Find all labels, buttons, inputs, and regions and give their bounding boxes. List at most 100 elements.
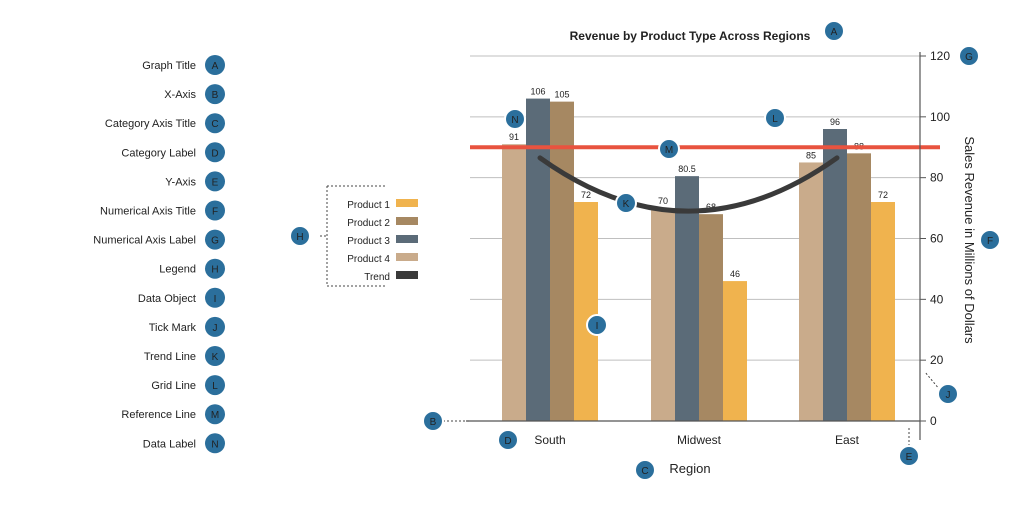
key-badge-letter: E xyxy=(212,177,219,188)
trend-line-group xyxy=(537,155,840,214)
legend-swatch xyxy=(396,253,418,261)
legend-entry: Product 4 xyxy=(347,254,390,265)
bar xyxy=(847,153,871,422)
key-label: Category Axis Title xyxy=(105,118,196,130)
data-label: 68 xyxy=(706,202,716,212)
bars xyxy=(502,98,895,422)
badge xyxy=(823,20,845,42)
badge xyxy=(289,225,311,247)
key-badge xyxy=(205,316,225,337)
key-badge xyxy=(205,433,225,454)
key-label: Data Label xyxy=(143,438,196,450)
bar xyxy=(574,202,598,421)
badge xyxy=(958,45,980,67)
badge-connector xyxy=(924,371,941,391)
key-badge xyxy=(205,375,225,396)
category-label: East xyxy=(835,433,860,447)
data-label: 46 xyxy=(730,269,740,279)
key-badge-letter: F xyxy=(212,207,218,218)
bar xyxy=(502,144,526,422)
legend-swatch xyxy=(396,235,418,243)
data-label: 80.5 xyxy=(678,164,696,174)
key-label: X-Axis xyxy=(164,89,196,101)
y-tick-label: 60 xyxy=(930,232,944,246)
legend-swatch xyxy=(396,271,418,279)
x-axis-title: Region xyxy=(669,461,710,476)
key-badge-letter: B xyxy=(212,90,219,101)
key-badge xyxy=(205,171,225,192)
legend-entry: Trend xyxy=(364,272,390,283)
legend-entry: Product 2 xyxy=(347,218,390,229)
badge-letter: J xyxy=(946,390,951,401)
key-label: Grid Line xyxy=(151,380,196,392)
key-badge-letter: L xyxy=(212,381,218,392)
data-label: 105 xyxy=(554,90,569,100)
bar xyxy=(675,176,699,421)
bar xyxy=(871,202,895,421)
key-badge-letter: M xyxy=(211,410,219,421)
chart-text: Revenue by Product Type Across Regions Re… xyxy=(570,29,977,476)
data-label: 106 xyxy=(530,87,545,97)
key-badge-letter: G xyxy=(211,236,219,247)
bar xyxy=(550,101,574,421)
badge xyxy=(497,429,519,451)
key-badge xyxy=(205,258,225,279)
key-badge xyxy=(205,84,225,105)
category-label: Midwest xyxy=(677,433,722,447)
badge xyxy=(937,383,959,405)
badge xyxy=(422,410,444,432)
badge-letter: K xyxy=(623,199,630,210)
data-label: 96 xyxy=(830,117,840,127)
badge-letter: M xyxy=(665,145,673,156)
key-badge xyxy=(205,229,225,250)
badge-letter: B xyxy=(430,417,437,428)
data-label: 70 xyxy=(658,196,668,206)
key-badge-letter: H xyxy=(211,265,218,276)
key-label: Reference Line xyxy=(121,409,196,421)
y-tick-label: 0 xyxy=(930,414,937,428)
annotation-key: A Graph Title B X-Axis C Category Axis Title D… xyxy=(93,55,225,454)
key-label: Data Object xyxy=(138,293,196,305)
bar xyxy=(699,214,723,421)
badge-letter: D xyxy=(504,436,511,447)
key-label: Numerical Axis Label xyxy=(93,235,196,247)
key-badge-letter: J xyxy=(213,323,218,334)
y-tick-label: 100 xyxy=(930,110,950,124)
badge-letter: G xyxy=(965,52,973,63)
key-badge xyxy=(205,346,225,366)
key-badge-letter: C xyxy=(211,119,218,130)
data-label: 91 xyxy=(509,132,519,142)
badge xyxy=(764,107,786,129)
key-label: Y-Axis xyxy=(165,176,196,188)
key-label: Legend xyxy=(159,264,196,276)
key-badge xyxy=(205,55,225,75)
badge-letter: L xyxy=(772,114,778,125)
key-badge xyxy=(205,404,225,425)
key-label: Graph Title xyxy=(142,60,196,72)
key-label: Tick Mark xyxy=(149,322,197,334)
bar xyxy=(823,129,847,421)
badge xyxy=(504,108,526,130)
badge-letter: F xyxy=(987,236,993,247)
badge xyxy=(615,192,637,214)
annotation-badges: A B C D E F G H I J K L M N xyxy=(289,20,1001,481)
key-label: Trend Line xyxy=(144,351,196,363)
y-tick-label: 40 xyxy=(930,292,944,306)
data-label: 72 xyxy=(878,190,888,200)
key-badge xyxy=(205,287,225,308)
bar xyxy=(723,281,747,421)
graph-title: Revenue by Product Type Across Regions xyxy=(570,29,811,43)
key-badge-letter: I xyxy=(214,294,217,305)
badge-letter: H xyxy=(296,232,303,243)
badge xyxy=(898,445,920,467)
badge-letter: E xyxy=(906,452,913,463)
bar xyxy=(526,98,550,421)
key-badge-letter: K xyxy=(212,352,219,363)
key-label: Numerical Axis Title xyxy=(100,206,196,218)
badge xyxy=(634,459,656,481)
badge-letter: A xyxy=(831,27,838,38)
key-label: Category Label xyxy=(121,147,196,159)
badge xyxy=(586,314,608,336)
badge-letter: N xyxy=(511,115,518,126)
